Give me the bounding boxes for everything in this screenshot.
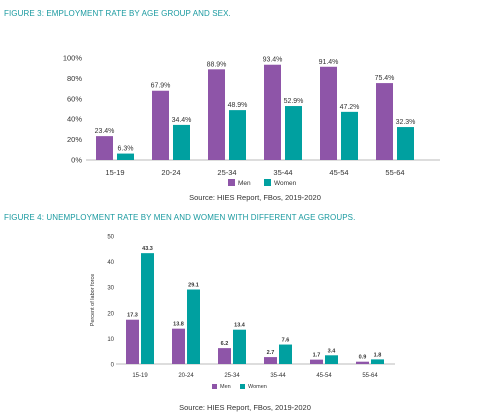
- x-tick-label: 35-44: [273, 168, 292, 177]
- y-axis-title: Percent of labor force: [90, 274, 96, 327]
- figure4-chart: 0 10 20 30 40 50 Percent of labor force 17.3 43.…: [90, 235, 395, 390]
- data-label-women-15-19: 6.3%: [118, 146, 134, 153]
- y-tick-label: 20: [107, 311, 114, 317]
- x-tick-label: 15-19: [105, 168, 124, 177]
- data-label-women-45-54: 47.2%: [340, 104, 360, 111]
- x-tick-label: 15-19: [132, 373, 148, 379]
- y-tick-label: 0%: [71, 156, 82, 165]
- bar-women-20-24: [187, 289, 200, 364]
- x-tick-label: 45-54: [316, 373, 332, 379]
- data-label-men-25-34: 6.2: [221, 341, 229, 347]
- y-tick-label: 40: [107, 260, 114, 266]
- legend-label-men: Men: [238, 180, 251, 187]
- data-label-men-20-24: 13.8: [173, 322, 184, 328]
- y-tick-label: 50: [107, 235, 114, 241]
- figure4-title: FIGURE 4: UNEMPLOYMENT RATE BY MEN AND W…: [4, 213, 356, 222]
- legend-swatch-women: [264, 179, 271, 186]
- data-label-men-55-64: 75.4%: [375, 75, 395, 82]
- data-label-women-25-34: 48.9%: [228, 102, 248, 109]
- data-label-men-35-44: 2.7: [267, 350, 275, 356]
- data-label-women-35-44: 52.9%: [284, 98, 304, 105]
- x-tick-label: 20-24: [178, 373, 194, 379]
- data-label-women-55-64: 1.8: [374, 352, 382, 358]
- legend-label-women: Women: [274, 180, 297, 187]
- y-tick-label: 40%: [67, 115, 82, 124]
- bar-women-55-64: [371, 359, 384, 364]
- x-tick-label: 45-54: [329, 168, 348, 177]
- data-label-men-15-19: 23.4%: [95, 128, 115, 135]
- data-label-women-35-44: 7.6: [282, 338, 290, 344]
- data-label-men-45-54: 91.4%: [319, 59, 339, 66]
- bar-men-45-54: [320, 66, 337, 160]
- legend-swatch-men: [212, 384, 217, 389]
- bar-men-20-24: [172, 328, 185, 364]
- legend-label-women: Women: [248, 384, 267, 390]
- x-tick-label: 55-64: [362, 373, 378, 379]
- bar-women-25-34: [233, 329, 246, 364]
- bar-men-55-64: [356, 361, 369, 364]
- data-label-men-55-64: 0.9: [359, 355, 367, 361]
- y-tick-label: 0: [111, 363, 115, 369]
- bar-women-55-64: [397, 127, 414, 160]
- data-label-women-20-24: 34.4%: [172, 117, 192, 124]
- bar-men-35-44: [264, 357, 277, 364]
- bar-men-15-19: [96, 136, 113, 160]
- data-label-men-35-44: 93.4%: [263, 57, 283, 64]
- data-label-women-45-54: 3.4: [328, 348, 337, 354]
- bar-men-25-34: [218, 348, 231, 364]
- y-tick-label: 10: [107, 337, 114, 343]
- legend-swatch-women: [240, 384, 245, 389]
- x-tick-label: 55-64: [385, 168, 404, 177]
- figure3-chart: 0% 20% 40% 60% 80% 100% 23.4% 6.3% 15-19 67.9% 34.…: [63, 54, 440, 187]
- y-tick-label: 80%: [67, 74, 82, 83]
- bar-men-45-54: [310, 359, 323, 364]
- legend-label-men: Men: [220, 384, 231, 390]
- data-label-men-15-19: 17.3: [127, 313, 138, 319]
- bar-women-35-44: [285, 106, 302, 160]
- x-tick-label: 25-34: [224, 373, 240, 379]
- y-tick-label: 20%: [67, 135, 82, 144]
- figure4-source: Source: HIES Report, FBos, 2019-2020: [179, 403, 311, 412]
- figure3-title: FIGURE 3: EMPLOYMENT RATE BY AGE GROUP A…: [4, 9, 231, 18]
- y-tick-label: 60%: [67, 94, 82, 103]
- data-label-men-45-54: 1.7: [313, 353, 321, 359]
- bar-men-15-19: [126, 319, 139, 364]
- x-tick-label: 20-24: [161, 168, 180, 177]
- bar-women-25-34: [229, 110, 246, 160]
- data-label-women-25-34: 13.4: [234, 323, 246, 329]
- x-tick-label: 25-34: [217, 168, 236, 177]
- bar-men-55-64: [376, 83, 393, 160]
- data-label-women-55-64: 32.3%: [396, 119, 416, 126]
- bar-women-15-19: [117, 153, 134, 160]
- bar-women-20-24: [173, 124, 190, 160]
- data-label-women-15-19: 43.3: [142, 246, 153, 252]
- bar-men-35-44: [264, 64, 281, 160]
- x-tick-label: 35-44: [270, 373, 286, 379]
- bar-men-20-24: [152, 90, 169, 160]
- y-tick-label: 100%: [63, 54, 83, 63]
- bar-women-45-54: [341, 111, 358, 160]
- data-label-men-25-34: 88.9%: [207, 61, 227, 68]
- bar-women-15-19: [141, 253, 154, 364]
- figure3-source: Source: HIES Report, FBos, 2019-2020: [189, 193, 321, 202]
- bar-men-25-34: [208, 69, 225, 160]
- data-label-men-20-24: 67.9%: [151, 83, 171, 90]
- y-tick-label: 30: [107, 286, 114, 292]
- data-label-women-20-24: 29.1: [188, 283, 199, 289]
- legend-swatch-men: [228, 179, 235, 186]
- bar-women-35-44: [279, 344, 292, 364]
- bar-women-45-54: [325, 355, 338, 364]
